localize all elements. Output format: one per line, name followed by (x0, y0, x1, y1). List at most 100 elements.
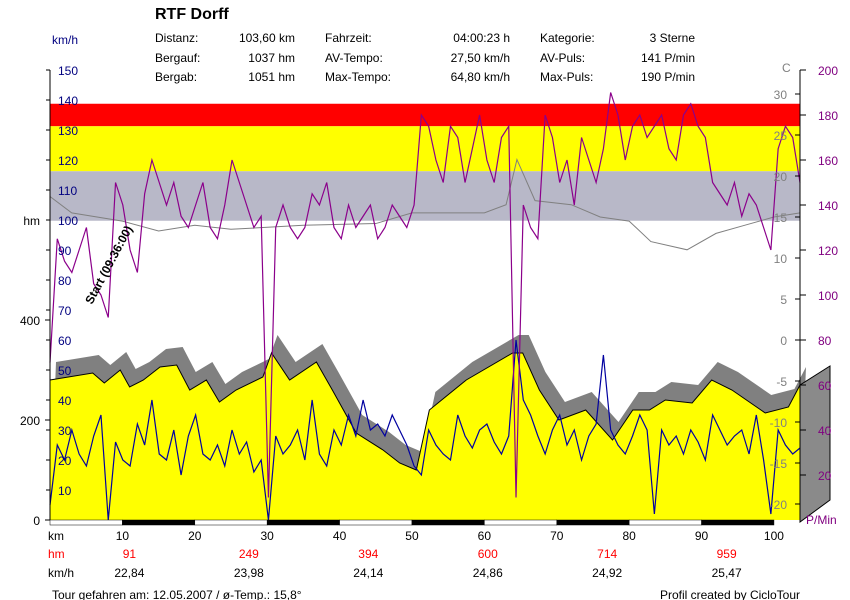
kmh-summary-value: 23,98 (234, 566, 264, 580)
hm-summary-value: 249 (239, 547, 259, 561)
kmh-summary-value: 24,86 (473, 566, 503, 580)
elevation-tick-label: 200 (20, 414, 40, 428)
temperature-tick-label: 10 (774, 252, 788, 266)
stat-label: AV-Puls: (540, 51, 585, 65)
stat-label: Bergauf: (155, 51, 200, 65)
pulse-tick-label: 200 (818, 64, 838, 78)
speed-tick-label: 80 (58, 274, 72, 288)
pulse-tick-label: 160 (818, 154, 838, 168)
footer-tour-info: Tour gefahren am: 12.05.2007 / ø-Temp.: … (52, 588, 302, 600)
distance-tick-label: 90 (695, 529, 709, 543)
speed-tick-label: 60 (58, 334, 72, 348)
start-annotation: Start (09:36:00) (82, 223, 135, 306)
temperature-tick-label: -15 (770, 457, 788, 471)
distance-tick-label: 100 (764, 529, 784, 543)
hm-summary-value: 714 (597, 547, 617, 561)
speed-tick-label: 30 (58, 424, 72, 438)
pulse-axis-label: P/Min (806, 513, 837, 527)
kmh-summary-value: 22,84 (114, 566, 144, 580)
hm-summary-value: 91 (123, 547, 137, 561)
temperature-tick-label: -5 (776, 375, 787, 389)
temperature-tick-label: 30 (774, 88, 788, 102)
distance-tick-label: 40 (333, 529, 347, 543)
hm-summary-value: 600 (478, 547, 498, 561)
pulse-tick-label: 140 (818, 199, 838, 213)
distance-tick-label: 60 (478, 529, 492, 543)
temperature-tick-label: 15 (774, 211, 788, 225)
speed-tick-label: 20 (58, 454, 72, 468)
stat-value: 04:00:23 h (453, 31, 510, 45)
stat-label: Max-Puls: (540, 70, 593, 84)
distance-tick-label: 50 (405, 529, 419, 543)
stat-value: 27,50 km/h (451, 51, 510, 65)
temperature-tick-label: -10 (770, 416, 788, 430)
stat-label: Fahrzeit: (325, 31, 372, 45)
pulse-zone-band (50, 126, 800, 172)
distance-scale-segment (701, 519, 775, 526)
distance-tick-label: 30 (261, 529, 275, 543)
stat-value: 64,80 km/h (451, 70, 510, 84)
kmh-summary-value: 24,92 (592, 566, 622, 580)
speed-tick-label: 100 (58, 214, 78, 228)
elevation-tick-label: 400 (20, 314, 40, 328)
pulse-line (49, 92, 801, 498)
distance-axis-label: km (48, 529, 64, 543)
pulse-tick-label: 80 (818, 334, 832, 348)
speed-tick-label: 110 (58, 184, 77, 198)
stat-value: 103,60 km (239, 31, 295, 45)
hm-row-label: hm (48, 547, 65, 561)
stat-value: 3 Sterne (650, 31, 696, 45)
temperature-tick-label: 25 (774, 129, 788, 143)
elevation-line (49, 351, 801, 471)
speed-tick-label: 40 (58, 394, 72, 408)
speed-unit-label: km/h (52, 33, 78, 47)
stat-value: 141 P/min (641, 51, 695, 65)
kmh-row-label: km/h (48, 566, 74, 580)
stat-label: AV-Tempo: (325, 51, 383, 65)
pulse-tick-label: 60 (818, 379, 832, 393)
speed-line (49, 339, 801, 521)
speed-tick-label: 140 (58, 94, 78, 108)
speed-tick-label: 90 (58, 244, 72, 258)
temperature-tick-label: 0 (780, 334, 787, 348)
stat-label: Bergab: (155, 70, 197, 84)
chart-title: RTF Dorff (155, 6, 229, 23)
temperature-tick-label: 20 (774, 170, 788, 184)
elevation-tick-label: 0 (33, 514, 40, 528)
distance-tick-label: 80 (622, 529, 636, 543)
speed-tick-label: 130 (58, 124, 78, 138)
pulse-zone-band (50, 103, 800, 127)
distance-tick-label: 10 (116, 529, 130, 543)
distance-tick-label: 20 (188, 529, 202, 543)
pulse-tick-label: 180 (818, 109, 838, 123)
stat-value: 1037 hm (248, 51, 295, 65)
hm-summary-value: 959 (717, 547, 737, 561)
speed-tick-label: 120 (58, 154, 78, 168)
pulse-tick-label: 120 (818, 244, 838, 258)
pulse-tick-label: 20 (818, 469, 832, 483)
kmh-summary-value: 25,47 (712, 566, 742, 580)
temperature-tick-label: 5 (780, 293, 787, 307)
stat-label: Distanz: (155, 31, 198, 45)
speed-tick-label: 150 (58, 64, 78, 78)
stat-label: Max-Tempo: (325, 70, 391, 84)
temperature-line (49, 158, 801, 251)
elevation-axis-label: hm (23, 214, 40, 228)
temperature-axis-label: C (782, 61, 791, 75)
pulse-tick-label: 40 (818, 424, 832, 438)
pulse-tick-label: 100 (818, 289, 838, 303)
speed-tick-label: 50 (58, 364, 72, 378)
stat-value: 190 P/min (641, 70, 695, 84)
stat-value: 1051 hm (248, 70, 295, 84)
distance-tick-label: 70 (550, 529, 564, 543)
kmh-summary-value: 24,14 (353, 566, 383, 580)
speed-tick-label: 10 (58, 484, 72, 498)
footer-credit: Profil created by CicloTour (660, 588, 800, 600)
hm-summary-value: 394 (358, 547, 378, 561)
speed-tick-label: 70 (58, 304, 72, 318)
elevation-area (50, 353, 800, 520)
temperature-tick-label: -20 (770, 498, 788, 512)
